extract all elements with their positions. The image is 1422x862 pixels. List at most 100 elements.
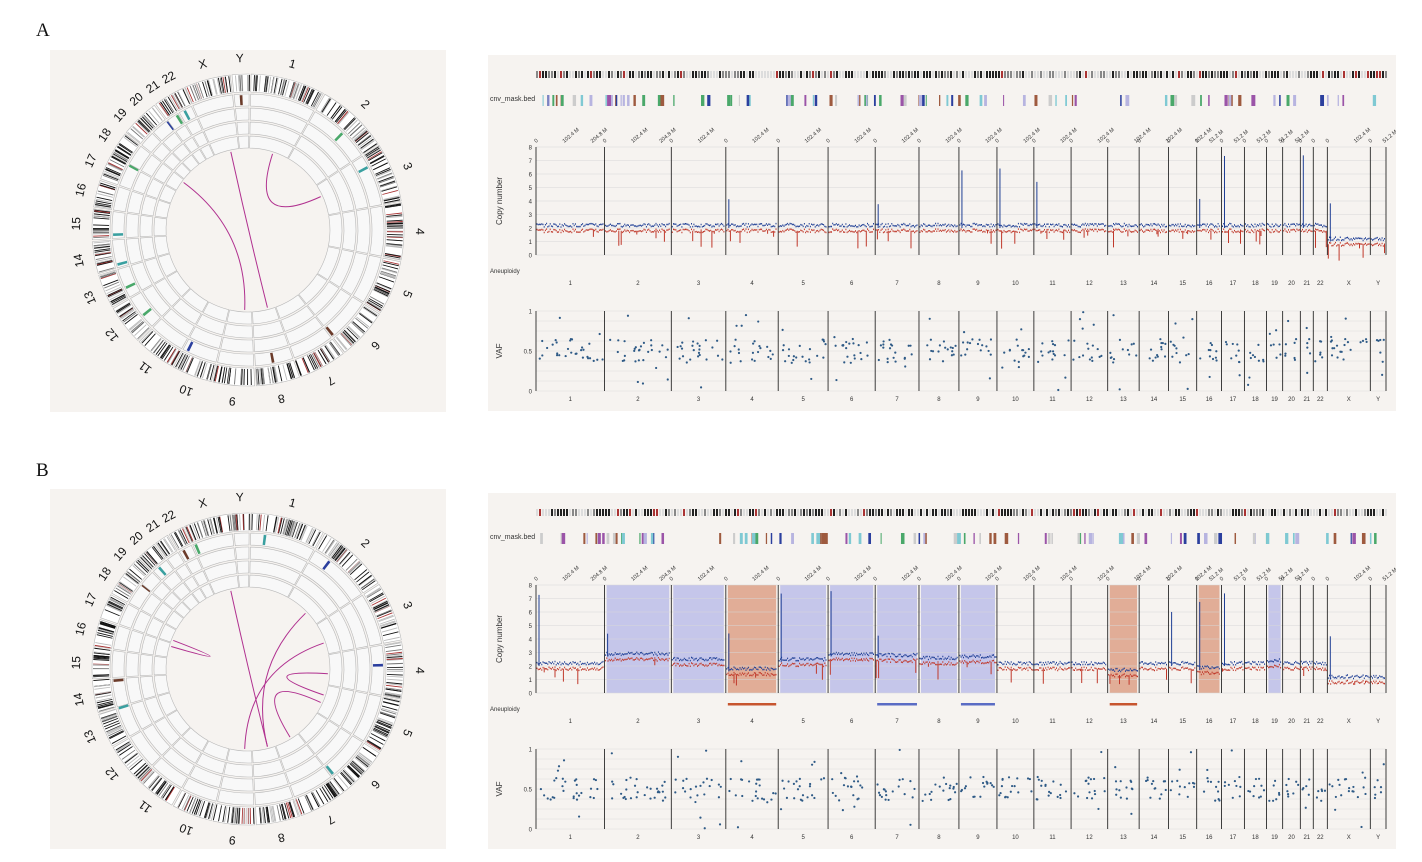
ideogram-band [1244, 71, 1246, 78]
vaf-point [849, 361, 852, 364]
vaf-tick-label: 1 [529, 748, 533, 754]
chrom-label-vaf: 19 [1271, 397, 1278, 403]
circos-chr-19 [125, 557, 191, 619]
circos-band [357, 134, 371, 146]
position-tick-label: 0 [1194, 138, 1200, 145]
vaf-point [1216, 790, 1220, 793]
vaf-point [657, 790, 660, 793]
vaf-point [747, 780, 751, 783]
circos-band [325, 539, 335, 554]
circos-band [171, 350, 181, 366]
vaf-point [572, 797, 575, 800]
cn-series-chr8 [919, 222, 958, 233]
ideogram-band [1118, 509, 1120, 516]
circos-ring-segment [172, 143, 191, 162]
circos-ring-segment [212, 364, 255, 387]
circos-band [116, 146, 131, 156]
vaf-point [1292, 792, 1295, 795]
mask-segment [589, 95, 593, 106]
mask-segment [1047, 533, 1051, 544]
circos-track-mark [128, 164, 139, 172]
circos-band [333, 338, 345, 352]
circos-band [155, 780, 166, 794]
ideogram-band [1229, 509, 1231, 516]
ideogram-band [950, 509, 952, 516]
circos-band [137, 766, 150, 778]
circos-band [106, 725, 122, 733]
circos-band [218, 516, 223, 533]
ideogram-band [851, 509, 853, 516]
position-tick-label: 0 [994, 576, 1000, 583]
circos-band [372, 600, 388, 609]
vaf-point [1379, 791, 1383, 794]
circos-band [101, 713, 117, 720]
vaf-series-chr3 [676, 317, 724, 389]
vaf-point [594, 778, 597, 782]
vaf-series-chr1 [539, 759, 599, 818]
vaf-point [610, 752, 613, 755]
ideogram-band [1160, 71, 1162, 78]
circos-band [281, 79, 287, 96]
chrom-label-vaf: 4 [750, 835, 754, 841]
circos-band [144, 333, 156, 346]
ideogram-band [1031, 509, 1033, 516]
circos-band [349, 563, 363, 576]
vaf-series-chr4 [729, 313, 774, 364]
mask-segment [979, 533, 981, 544]
ideogram-band [1310, 509, 1312, 516]
circos-band [370, 155, 385, 165]
circos-band [96, 261, 113, 266]
circos-band [93, 657, 110, 660]
circos-link [230, 151, 268, 308]
vaf-point [822, 340, 826, 343]
vaf-point [852, 342, 855, 345]
vaf-point [938, 344, 941, 347]
vaf-point [1248, 376, 1251, 379]
circos-ring-segment [144, 257, 165, 284]
ideogram-band [602, 509, 604, 516]
ideogram-band [821, 71, 823, 78]
circos-band [140, 330, 153, 343]
chrom-label-cn: 17 [1230, 719, 1237, 725]
vaf-point [1356, 795, 1359, 799]
circos-band [212, 804, 218, 821]
circos-ring-segment [298, 712, 328, 744]
circos-track-mark [358, 166, 369, 174]
vaf-point [1315, 796, 1319, 799]
ideogram-band [977, 509, 979, 516]
mask-segment [900, 95, 904, 106]
circos-band [112, 153, 128, 162]
circos-band [195, 799, 202, 816]
vaf-point [779, 808, 783, 811]
ideogram-band [1274, 509, 1276, 516]
circos-band [258, 75, 261, 92]
circos-ring-segment [192, 588, 207, 604]
vaf-point [1215, 350, 1218, 353]
circos-band [153, 545, 164, 560]
vaf-point [1344, 317, 1347, 320]
cn-points-upper [919, 222, 958, 228]
vaf-point [1175, 351, 1178, 355]
mask-segment [1120, 533, 1124, 544]
circos-ring-segment [140, 593, 162, 616]
circos-band [93, 243, 110, 247]
vaf-point [1090, 356, 1093, 359]
mask-segment [1352, 533, 1356, 544]
chrom-label-vaf: 1 [569, 397, 573, 403]
position-tick-label: 0 [1194, 576, 1200, 583]
mask-segment [1252, 533, 1256, 544]
position-tick-label: 0 [825, 138, 831, 145]
vaf-point [1304, 806, 1307, 809]
ideogram-band [995, 71, 997, 78]
vaf-point [1059, 783, 1062, 786]
cn-tick-label: 7 [529, 159, 533, 165]
vaf-point [655, 787, 659, 790]
vaf-point [612, 783, 615, 786]
ideogram-band [887, 509, 889, 516]
circos-band [363, 305, 378, 316]
circos-band [108, 601, 123, 610]
vaf-point [757, 320, 760, 323]
mask-segment [755, 533, 759, 544]
mask-segment [707, 95, 711, 106]
ideogram-band [1142, 509, 1144, 516]
